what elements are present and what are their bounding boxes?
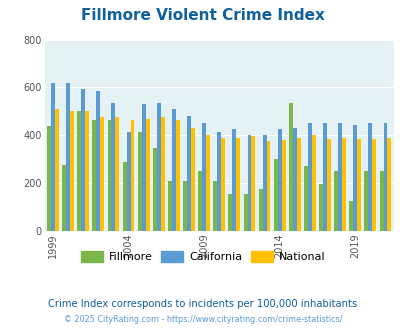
Bar (168, 181, 171, 231)
Bar (311, 135, 315, 231)
Bar (318, 184, 322, 231)
Bar (111, 103, 115, 231)
Bar (160, 117, 164, 231)
Bar (70, 112, 74, 231)
Bar (247, 135, 251, 231)
Bar (303, 166, 307, 231)
Bar (379, 171, 383, 231)
Bar (130, 120, 134, 231)
Bar (322, 123, 326, 231)
Bar (281, 140, 285, 231)
Bar (175, 120, 179, 231)
Bar (141, 104, 145, 231)
Bar (243, 194, 247, 231)
Bar (352, 124, 356, 231)
Bar (277, 129, 281, 231)
Bar (296, 138, 300, 231)
Bar (115, 117, 119, 231)
Bar (137, 132, 141, 231)
Bar (364, 171, 367, 231)
Bar (81, 89, 85, 231)
Bar (292, 128, 296, 231)
Bar (213, 181, 217, 231)
Bar (206, 135, 209, 231)
Bar (92, 120, 96, 231)
Bar (202, 123, 206, 231)
Bar (232, 129, 236, 231)
Bar (122, 162, 126, 231)
Bar (333, 171, 337, 231)
Bar (221, 138, 225, 231)
Bar (217, 132, 221, 231)
Bar (198, 171, 202, 231)
Bar (100, 117, 104, 231)
Bar (307, 123, 311, 231)
Legend: Fillmore, California, National: Fillmore, California, National (76, 247, 329, 267)
Bar (66, 83, 70, 231)
Bar (96, 91, 100, 231)
Bar (171, 109, 175, 231)
Bar (228, 194, 232, 231)
Bar (273, 159, 277, 231)
Bar (190, 128, 194, 231)
Text: © 2025 CityRating.com - https://www.cityrating.com/crime-statistics/: © 2025 CityRating.com - https://www.city… (64, 315, 341, 324)
Bar (183, 181, 187, 231)
Bar (288, 103, 292, 231)
Bar (153, 148, 156, 231)
Text: Fillmore Violent Crime Index: Fillmore Violent Crime Index (81, 8, 324, 23)
Bar (383, 123, 386, 231)
Bar (251, 137, 255, 231)
Bar (187, 116, 190, 231)
Bar (337, 123, 341, 231)
Bar (145, 118, 149, 231)
Bar (77, 112, 81, 231)
Bar (262, 135, 266, 231)
Bar (356, 139, 360, 231)
Bar (371, 139, 375, 231)
Bar (156, 103, 160, 231)
Bar (266, 141, 270, 231)
Bar (341, 138, 345, 231)
Bar (258, 189, 262, 231)
Bar (51, 83, 55, 231)
Bar (349, 201, 352, 231)
Bar (126, 132, 130, 231)
Bar (85, 112, 89, 231)
Bar (236, 138, 240, 231)
Bar (107, 120, 111, 231)
Bar (386, 138, 390, 231)
Bar (367, 123, 371, 231)
Bar (55, 109, 59, 231)
Bar (62, 165, 66, 231)
Bar (47, 126, 51, 231)
Text: Crime Index corresponds to incidents per 100,000 inhabitants: Crime Index corresponds to incidents per… (48, 299, 357, 309)
Bar (326, 139, 330, 231)
